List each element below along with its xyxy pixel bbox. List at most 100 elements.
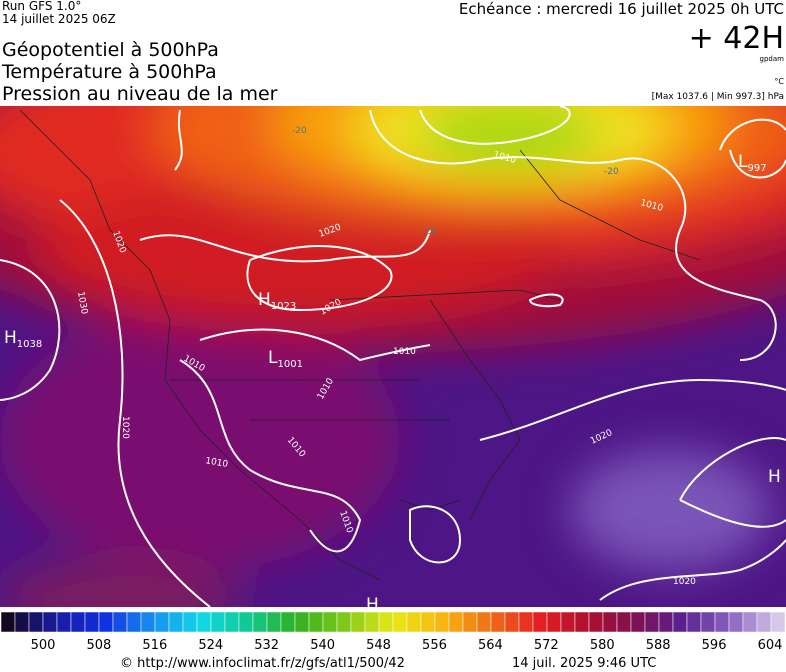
colorbar-swatch (238, 611, 254, 633)
colorbar-swatch (56, 611, 72, 633)
contour-label: -20 (604, 167, 619, 177)
unit-geo: gpdam (760, 55, 785, 63)
colorbar-swatch (630, 611, 646, 633)
colorbar-tick-label: 596 (702, 638, 727, 653)
colorbar-swatch (756, 611, 772, 633)
colorbar-swatch (728, 611, 744, 633)
contour-label: 1010 (204, 456, 229, 470)
issued: 14 juil. 2025 9:46 UTC (512, 656, 656, 671)
center-value: 1023 (271, 301, 296, 312)
unit-temp: °C (774, 77, 784, 86)
colorbar-tick-label: 580 (590, 638, 615, 653)
colorbar-tick-label: 508 (87, 638, 112, 653)
lead-time: + 42H (689, 21, 784, 56)
center-letter: L (738, 152, 748, 172)
colorbar-swatch (140, 611, 156, 633)
colorbar-tick-label: 604 (758, 638, 783, 653)
colorbar-swatch (686, 611, 702, 633)
colorbar-swatch (182, 611, 198, 633)
center-value: 1038 (17, 339, 42, 350)
colorbar-tick-label: 548 (366, 638, 391, 653)
colorbar-swatch (588, 611, 604, 633)
colorbar-swatch (350, 611, 366, 633)
center-value: 997 (747, 163, 766, 174)
colorbar-swatch (364, 611, 380, 633)
colorbar-swatch (546, 611, 562, 633)
contour-label: 1020 (673, 577, 696, 587)
colorbar-tick-label: 540 (310, 638, 335, 653)
colorbar-swatch (294, 611, 310, 633)
center-letter: H (258, 290, 271, 310)
contour-label: 1010 (393, 347, 416, 357)
colorbar-swatch (532, 611, 548, 633)
colorbar-tick-label: 556 (422, 638, 447, 653)
map (0, 106, 786, 607)
center-letter: H (768, 467, 781, 487)
colorbar-tick-label: 500 (31, 638, 56, 653)
colorbar-swatch (476, 611, 492, 633)
colorbar-swatch (280, 611, 296, 633)
colorbar-swatch (644, 611, 660, 633)
colorbar-swatch (700, 611, 716, 633)
colorbar-swatch (252, 611, 268, 633)
contour-label: 1020 (120, 416, 130, 439)
colorbar-swatch (518, 611, 534, 633)
title: Pression au niveau de la mer (2, 83, 278, 105)
colorbar-swatch (378, 611, 394, 633)
pressure-center: L1001 (268, 348, 303, 370)
colorbar-swatch (504, 611, 520, 633)
colorbar-swatch (560, 611, 576, 633)
colorbar-swatch (602, 611, 618, 633)
colorbar-tick-label: 572 (534, 638, 559, 653)
colorbar-swatch (70, 611, 86, 633)
colorbar-swatch (126, 611, 142, 633)
colorbar-swatch (448, 611, 464, 633)
colorbar-tick-label: 564 (478, 638, 503, 653)
colorbar-swatch (658, 611, 674, 633)
run-label: Run GFS 1.0° (2, 0, 81, 13)
pressure-center: H1038 (4, 328, 42, 350)
colorbar-swatch (322, 611, 338, 633)
colorbar-swatch (98, 611, 114, 633)
pressure-center: H1023 (258, 290, 296, 312)
colorbar-swatch (168, 611, 184, 633)
colorbar-swatch (224, 611, 240, 633)
colorbar-swatch (714, 611, 730, 633)
colorbar-swatch (266, 611, 282, 633)
contour-label: 1030 (75, 291, 89, 316)
colorbar-swatch (770, 611, 786, 633)
pressure-center: H1019 (366, 595, 404, 617)
colorbar-swatch (112, 611, 128, 633)
colorbar-swatch (406, 611, 422, 633)
pressure-center: L997 (738, 152, 767, 174)
pressure-center: H (768, 467, 781, 487)
colorbar-swatch (616, 611, 632, 633)
colorbar-swatch (0, 611, 16, 633)
run-date: 14 juillet 2025 06Z (2, 12, 116, 26)
colorbar: 500 508 516 524 532 540 548 556 564 572 580 588 596 6… (0, 611, 786, 653)
colorbar-swatch (672, 611, 688, 633)
colorbar-swatch (28, 611, 44, 633)
title: Température à 500hPa (1, 61, 217, 83)
colorbar-tick-label: 588 (646, 638, 671, 653)
colorbar-swatch (14, 611, 30, 633)
colorbar-tick-label: 516 (142, 638, 167, 653)
center-letter: L (268, 348, 278, 368)
echeance: Echéance : mercredi 16 juillet 2025 0h U… (459, 0, 784, 18)
colorbar-swatch (490, 611, 506, 633)
contour-label: -20 (422, 227, 437, 237)
center-letter: H (366, 595, 379, 615)
source: © http://www.infoclimat.fr/z/gfs/atl1/50… (120, 656, 405, 671)
colorbar-swatch (420, 611, 436, 633)
pressure-range: [Max 1037.6 | Min 997.3] hPa (652, 92, 784, 102)
center-value: 1019 (379, 606, 404, 617)
contour-label: -20 (292, 126, 307, 136)
colorbar-swatch (462, 611, 478, 633)
colorbar-tick-label: 524 (198, 638, 223, 653)
colorbar-swatch (154, 611, 170, 633)
colorbar-swatch (392, 611, 408, 633)
colorbar-swatch (336, 611, 352, 633)
colorbar-tick-label: 532 (254, 638, 279, 653)
